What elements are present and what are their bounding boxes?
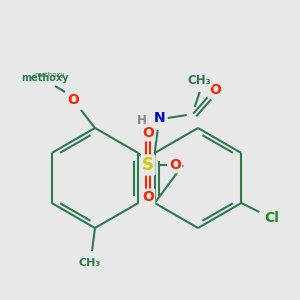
Text: Cl: Cl xyxy=(264,211,279,225)
Text: S: S xyxy=(142,156,154,174)
Text: O: O xyxy=(142,190,154,204)
Text: methoxy: methoxy xyxy=(35,72,65,78)
Text: methoxy: methoxy xyxy=(21,73,69,83)
Text: O: O xyxy=(67,93,79,107)
Text: CH₃: CH₃ xyxy=(188,74,212,86)
Text: N: N xyxy=(154,111,166,125)
Text: O: O xyxy=(142,126,154,140)
Text: O: O xyxy=(209,83,220,97)
Text: CH₃: CH₃ xyxy=(79,258,101,268)
Text: H: H xyxy=(137,113,147,127)
Text: O: O xyxy=(169,158,181,172)
